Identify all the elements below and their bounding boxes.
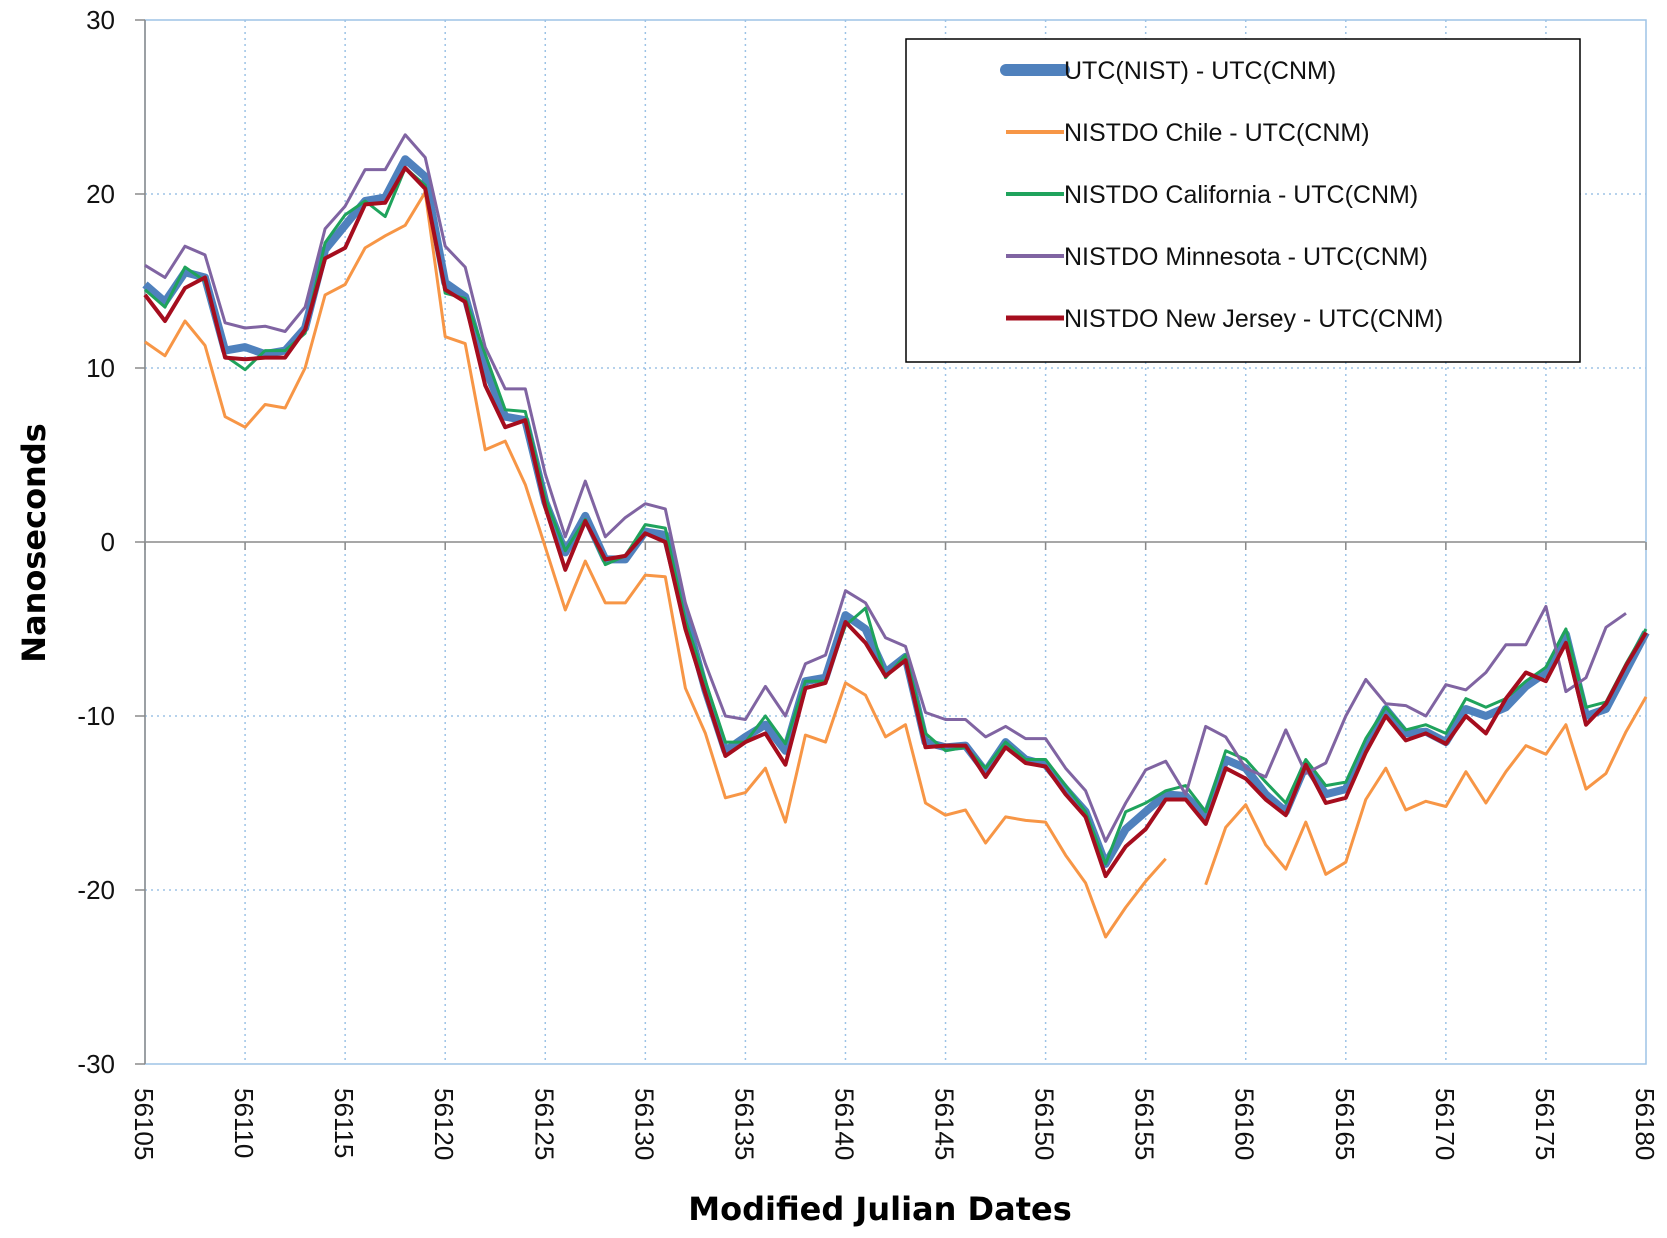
series-line-nistdo-chile-utc-cnm [144, 190, 1648, 939]
x-tick-label: 56110 [229, 1088, 259, 1158]
legend-label: NISTDO California - UTC(CNM) [1064, 181, 1418, 209]
x-tick-label: 56180 [1630, 1088, 1660, 1160]
series-line-nistdo-new-jersey-utc-cnm [143, 165, 1648, 879]
legend: UTC(NIST) - UTC(CNM) NISTDO Chile - UTC(C… [905, 38, 1581, 363]
series-lines [142, 133, 1650, 939]
x-tick-label: 56135 [729, 1088, 759, 1160]
tick-labels: 30 20 10 0 -10 -20 -30 56105 56110 56115 56120 5612… [77, 5, 1660, 1160]
axes [135, 19, 1647, 1065]
y-tick-label: 10 [86, 353, 115, 383]
legend-label: NISTDO New Jersey - UTC(CNM) [1064, 305, 1443, 333]
x-tick-label: 56125 [529, 1088, 559, 1160]
x-tick-label: 56155 [1130, 1088, 1160, 1160]
x-tick-label: 56115 [329, 1088, 359, 1158]
legend-box [905, 38, 1581, 363]
x-axis-title: Modified Julian Dates [688, 1190, 1072, 1228]
series-line-nistdo-minnesota-utc-cnm [144, 133, 1627, 843]
y-tick-label: -30 [77, 1049, 115, 1079]
x-tick-label: 56165 [1330, 1088, 1360, 1160]
legend-label: NISTDO Chile - UTC(CNM) [1064, 119, 1370, 147]
legend-label: UTC(NIST) - UTC(CNM) [1064, 57, 1336, 85]
y-tick-label: 0 [101, 527, 115, 557]
y-tick-label: -20 [77, 875, 115, 905]
x-tick-label: 56140 [829, 1088, 859, 1160]
y-tick-label: 20 [86, 179, 115, 209]
x-tick-label: 56175 [1530, 1088, 1560, 1160]
x-tick-label: 56160 [1230, 1088, 1260, 1160]
y-tick-label: -10 [77, 701, 115, 731]
x-tick-label: 56170 [1430, 1088, 1460, 1160]
y-tick-label: 30 [86, 5, 115, 35]
x-tick-label: 56120 [429, 1088, 459, 1160]
legend-label: NISTDO Minnesota - UTC(CNM) [1064, 243, 1428, 271]
y-axis-title: Nanoseconds [15, 423, 53, 663]
x-tick-label: 56150 [1030, 1088, 1060, 1160]
x-tick-label: 56130 [629, 1088, 659, 1160]
x-tick-label: 56105 [129, 1088, 159, 1160]
x-tick-label: 56145 [930, 1088, 960, 1160]
